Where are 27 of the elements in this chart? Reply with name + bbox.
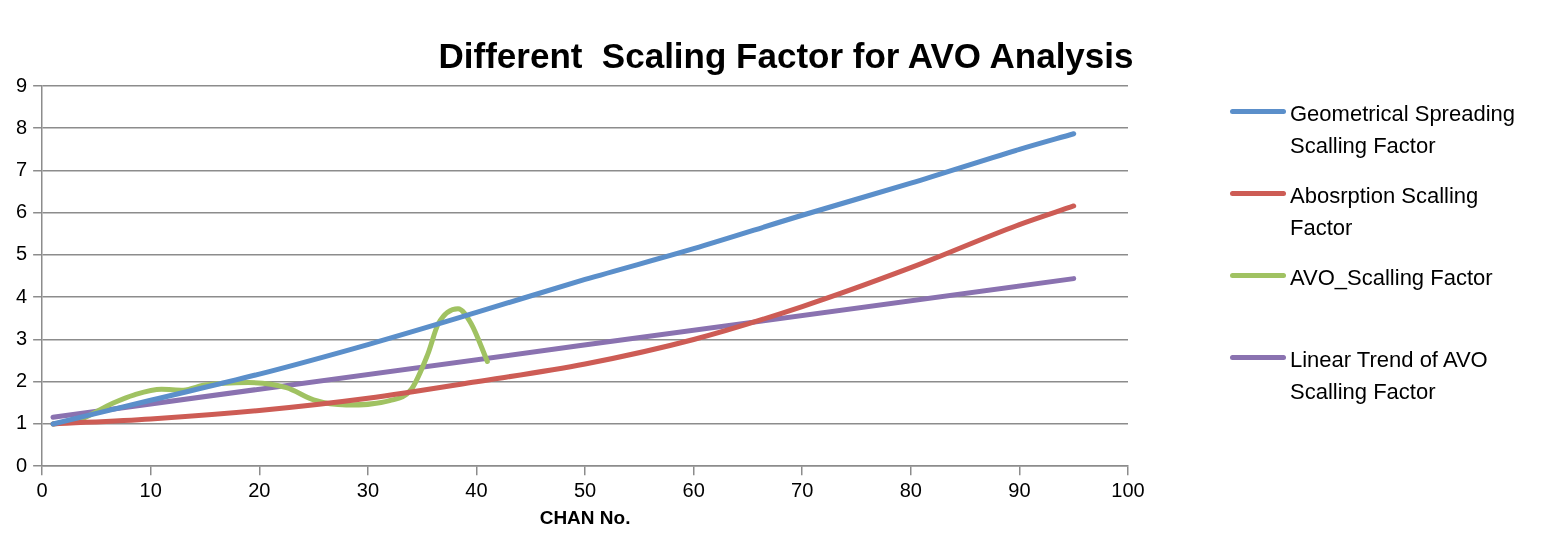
y-tick-label: 1	[16, 411, 28, 434]
x-tick-label: 90	[1008, 478, 1031, 501]
legend-label: Geometrical Spreading Scalling Factor	[1290, 100, 1516, 160]
x-axis-title: CHAN No.	[539, 506, 631, 528]
legend-label: Linear Trend of AVO Scalling Factor	[1290, 346, 1489, 406]
y-tick-label: 2	[16, 369, 28, 392]
x-tick-label: 60	[682, 478, 705, 501]
x-tick-label: 30	[356, 478, 380, 501]
x-tick-label: 100	[1111, 478, 1145, 501]
legend-label: Abosrption Scalling Factor	[1290, 182, 1480, 242]
x-tick-label: 50	[573, 478, 597, 501]
y-tick-label: 9	[16, 73, 28, 96]
x-tick-label: 40	[465, 478, 488, 501]
y-tick-label: 6	[16, 200, 28, 223]
legend-label: AVO_Scalling Factor	[1290, 264, 1494, 292]
x-tick-label: 0	[36, 478, 48, 501]
y-tick-label: 3	[16, 326, 28, 349]
x-tick-label: 70	[791, 478, 814, 501]
y-tick-label: 0	[16, 453, 28, 476]
x-tick-label: 80	[899, 478, 922, 501]
chart-title: Different Scaling Factor for AVO Analysis	[438, 36, 1134, 75]
x-tick-label: 10	[139, 478, 162, 501]
x-tick-label: 20	[248, 478, 271, 501]
y-tick-label: 4	[16, 284, 28, 307]
y-tick-label: 8	[16, 115, 28, 138]
y-tick-label: 7	[16, 158, 28, 180]
y-tick-label: 5	[16, 242, 28, 265]
